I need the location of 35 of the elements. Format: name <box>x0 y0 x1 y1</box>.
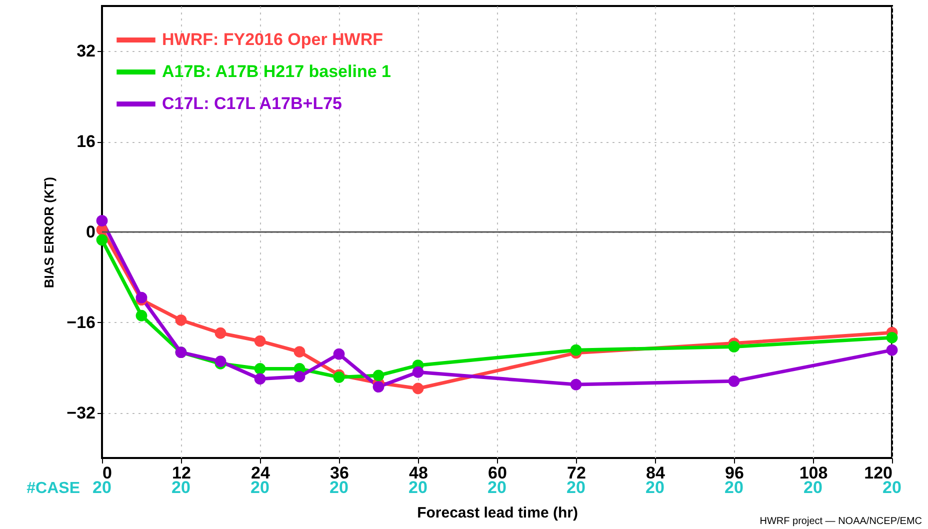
text: #CASE <box>26 480 80 497</box>
point <box>412 382 424 394</box>
point <box>96 215 108 226</box>
y-axis-title: BIAS ERROR (KT) <box>42 176 57 288</box>
y-tick-label: −16 <box>66 312 96 332</box>
point <box>728 375 740 387</box>
point <box>333 372 345 383</box>
point <box>214 327 226 339</box>
text: HWRF project — NOAA/NCEP/EMC <box>760 516 922 527</box>
point <box>570 378 582 390</box>
point <box>254 335 266 347</box>
point <box>96 234 108 246</box>
y-tick-label: 0 <box>86 222 96 242</box>
y-tick-label: 16 <box>76 132 96 152</box>
point <box>886 344 898 356</box>
point <box>136 310 148 322</box>
point <box>570 344 582 356</box>
point <box>175 314 187 326</box>
y-tick-label: −32 <box>66 403 96 422</box>
point <box>372 381 384 392</box>
point <box>136 292 148 304</box>
legend-label: HWRF: FY2016 Oper HWRF <box>162 30 384 49</box>
point <box>254 363 266 374</box>
point <box>728 341 740 352</box>
point <box>886 332 898 344</box>
legend-label: A17B: A17B H217 baseline 1 <box>162 62 391 81</box>
y-tick-label: 32 <box>76 42 96 61</box>
point <box>254 373 266 385</box>
point <box>294 346 306 358</box>
point <box>412 366 424 378</box>
point <box>333 348 345 360</box>
legend-label: C17L: C17L A17B+L75 <box>162 94 342 113</box>
x-axis-title: Forecast lead time (hr) <box>417 504 578 522</box>
point <box>372 370 384 382</box>
point <box>294 370 306 382</box>
